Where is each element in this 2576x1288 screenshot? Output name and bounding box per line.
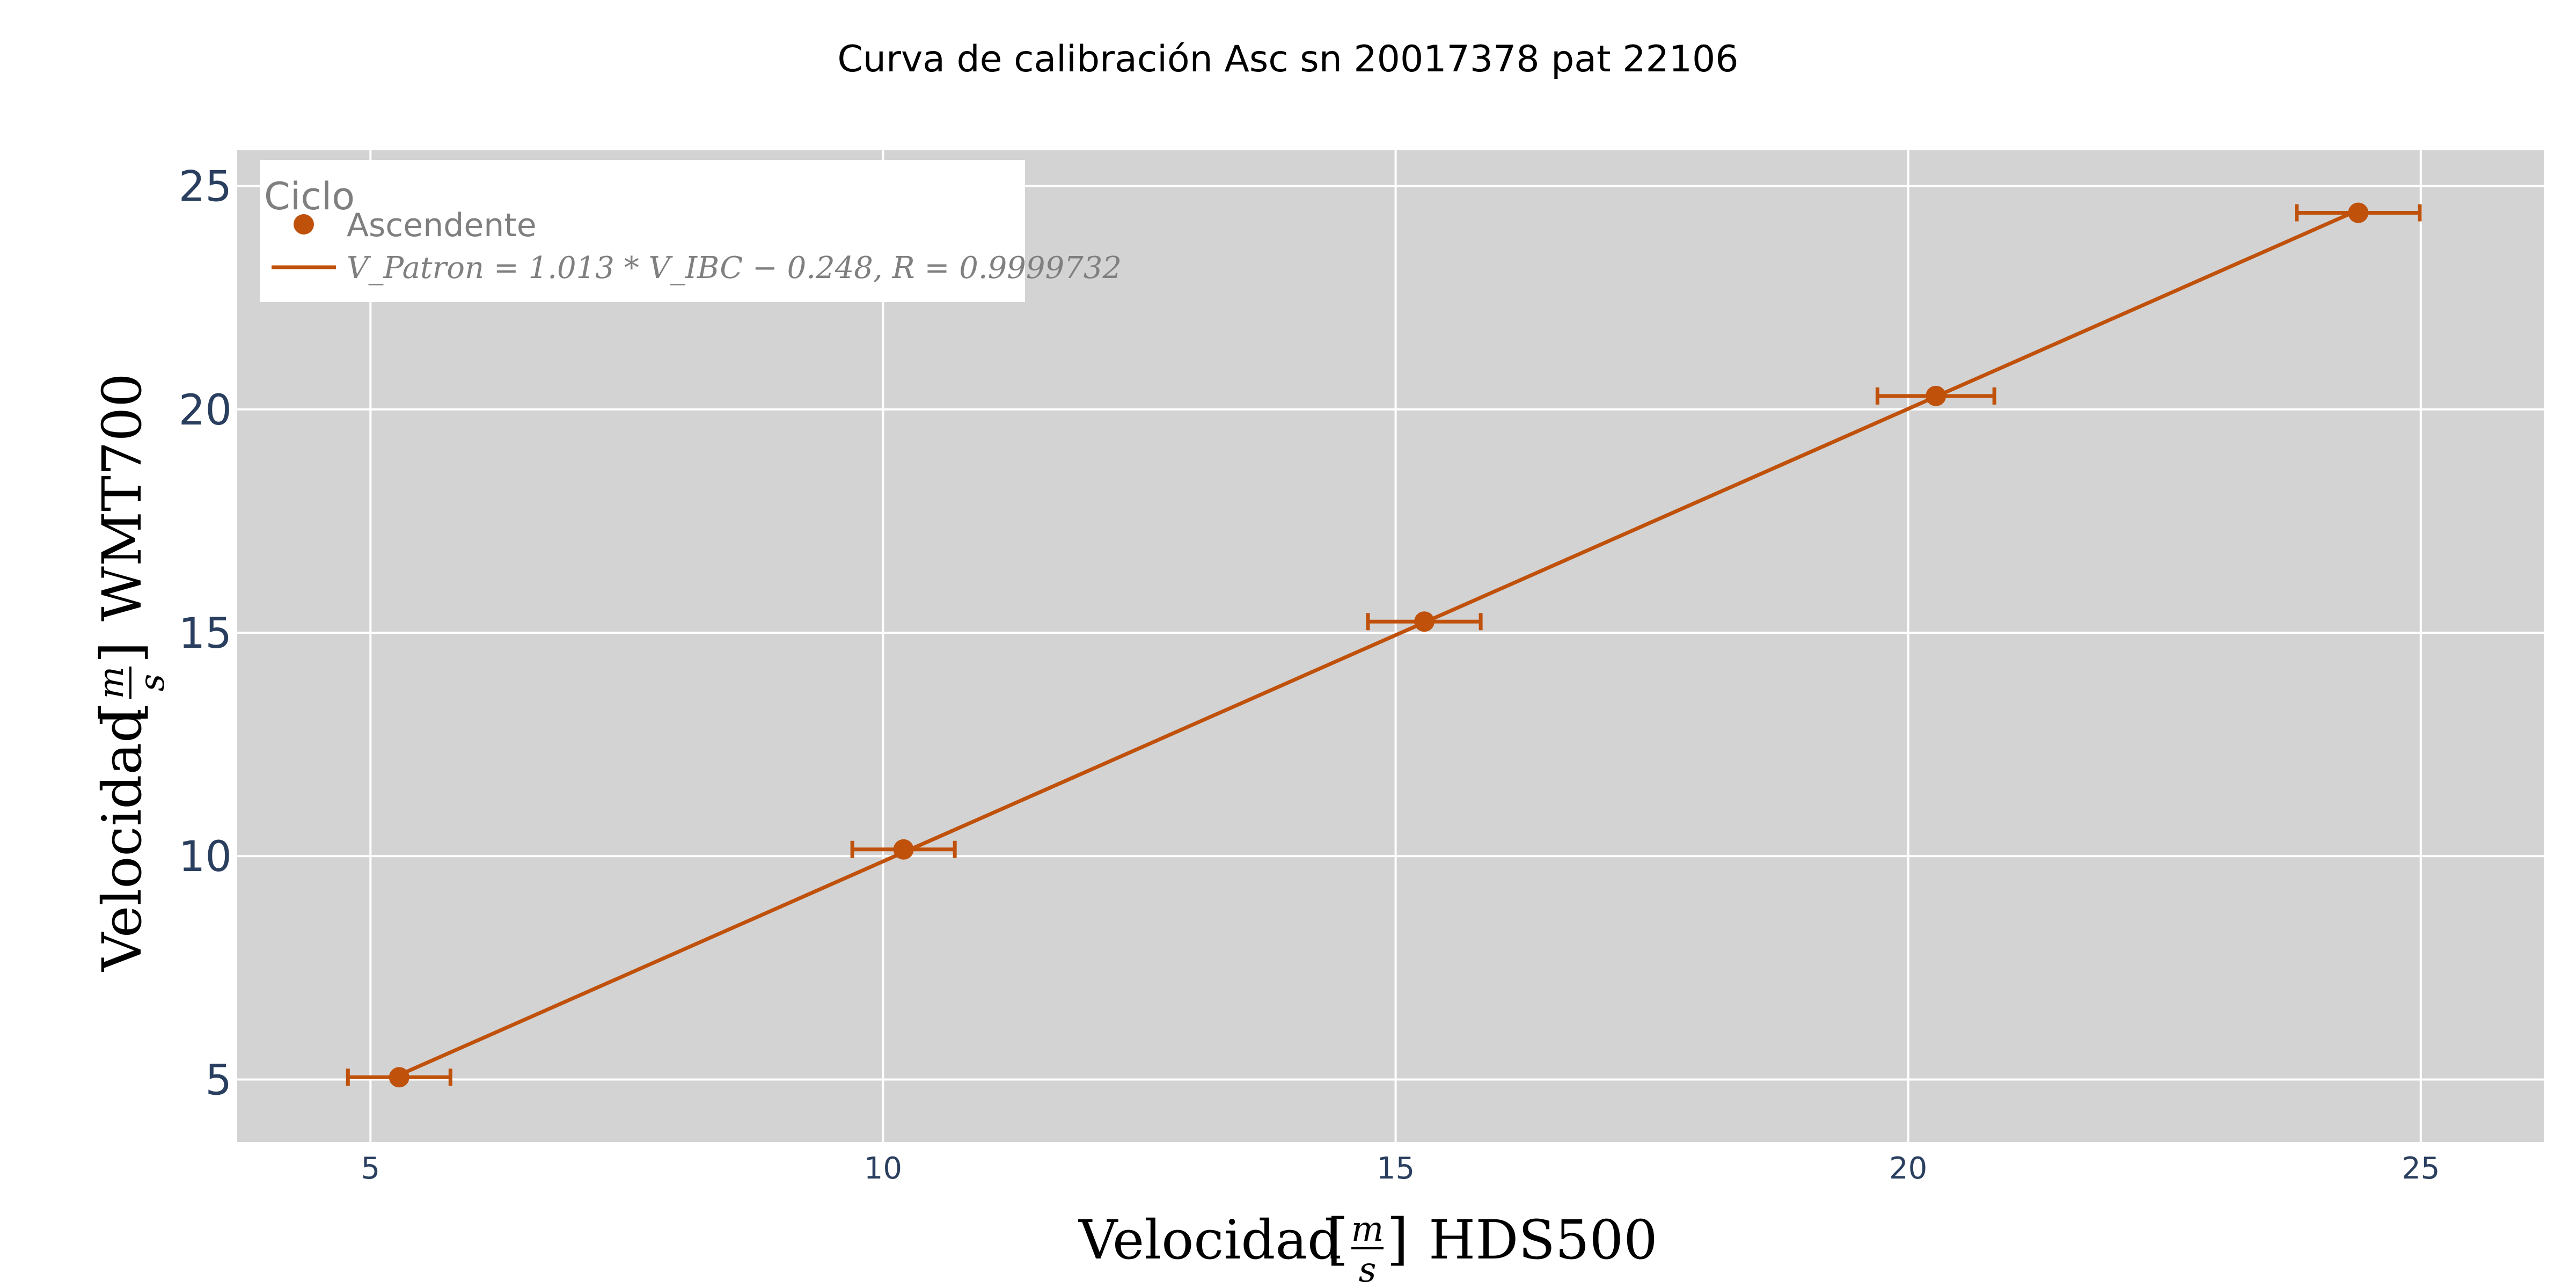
y-tick-label: 15 <box>179 610 232 658</box>
fit-line-layer <box>398 208 2359 1077</box>
svg-text:s: s <box>1359 1250 1377 1288</box>
y-tick-label: 10 <box>179 833 232 881</box>
svg-text:WMT700: WMT700 <box>91 373 153 621</box>
data-point <box>389 1067 409 1088</box>
svg-text:HDS500: HDS500 <box>1429 1209 1658 1271</box>
legend-entry-ascendente: Ascendente <box>347 207 537 244</box>
svg-text:m: m <box>92 667 131 699</box>
legend-marker-icon <box>294 214 314 235</box>
svg-text:]: ] <box>1387 1206 1409 1272</box>
x-tick-label: 25 <box>2402 1151 2440 1186</box>
x-tick-label: 20 <box>1889 1151 1927 1186</box>
x-tick-label: 10 <box>864 1151 902 1186</box>
x-tick-label: 5 <box>361 1151 380 1186</box>
x-tick-label: 15 <box>1377 1151 1415 1186</box>
svg-text:s: s <box>133 674 172 692</box>
markers <box>389 202 2369 1088</box>
y-tick-label: 20 <box>179 386 232 435</box>
svg-text:]: ] <box>89 641 154 663</box>
svg-text:Velocidad: Velocidad <box>1078 1209 1342 1271</box>
y-tick-label: 25 <box>179 163 232 211</box>
x-axis-title: Velocidad [ m s ] HDS500 <box>1078 1206 1658 1288</box>
data-point <box>1926 385 1946 406</box>
y-axis-title: Velocidad [ m s ] WMT700 <box>89 373 172 972</box>
legend-entry-fit: V_Patron = 1.013 * V_IBC − 0.248, R = 0.… <box>347 251 1122 286</box>
data-point <box>2348 202 2369 223</box>
legend-box <box>260 160 1025 302</box>
legend: Ciclo Ascendente V_Patron = 1.013 * V_IB… <box>260 160 1122 302</box>
chart-title: Curva de calibración Asc sn 20017378 pat… <box>837 38 1738 80</box>
svg-text:m: m <box>1351 1210 1384 1249</box>
y-tick-label: 5 <box>205 1056 232 1104</box>
data-point <box>1414 611 1435 632</box>
svg-text:[: [ <box>1327 1206 1349 1272</box>
data-point <box>893 839 914 860</box>
svg-text:[: [ <box>89 701 154 723</box>
fit-line <box>398 208 2359 1077</box>
x-ticks: 5 10 15 20 25 <box>361 1151 2440 1186</box>
legend-title: Ciclo <box>264 174 355 218</box>
y-ticks: 5 10 15 20 25 <box>179 163 232 1105</box>
grid <box>237 150 2544 1142</box>
svg-text:Velocidad: Velocidad <box>91 708 153 972</box>
